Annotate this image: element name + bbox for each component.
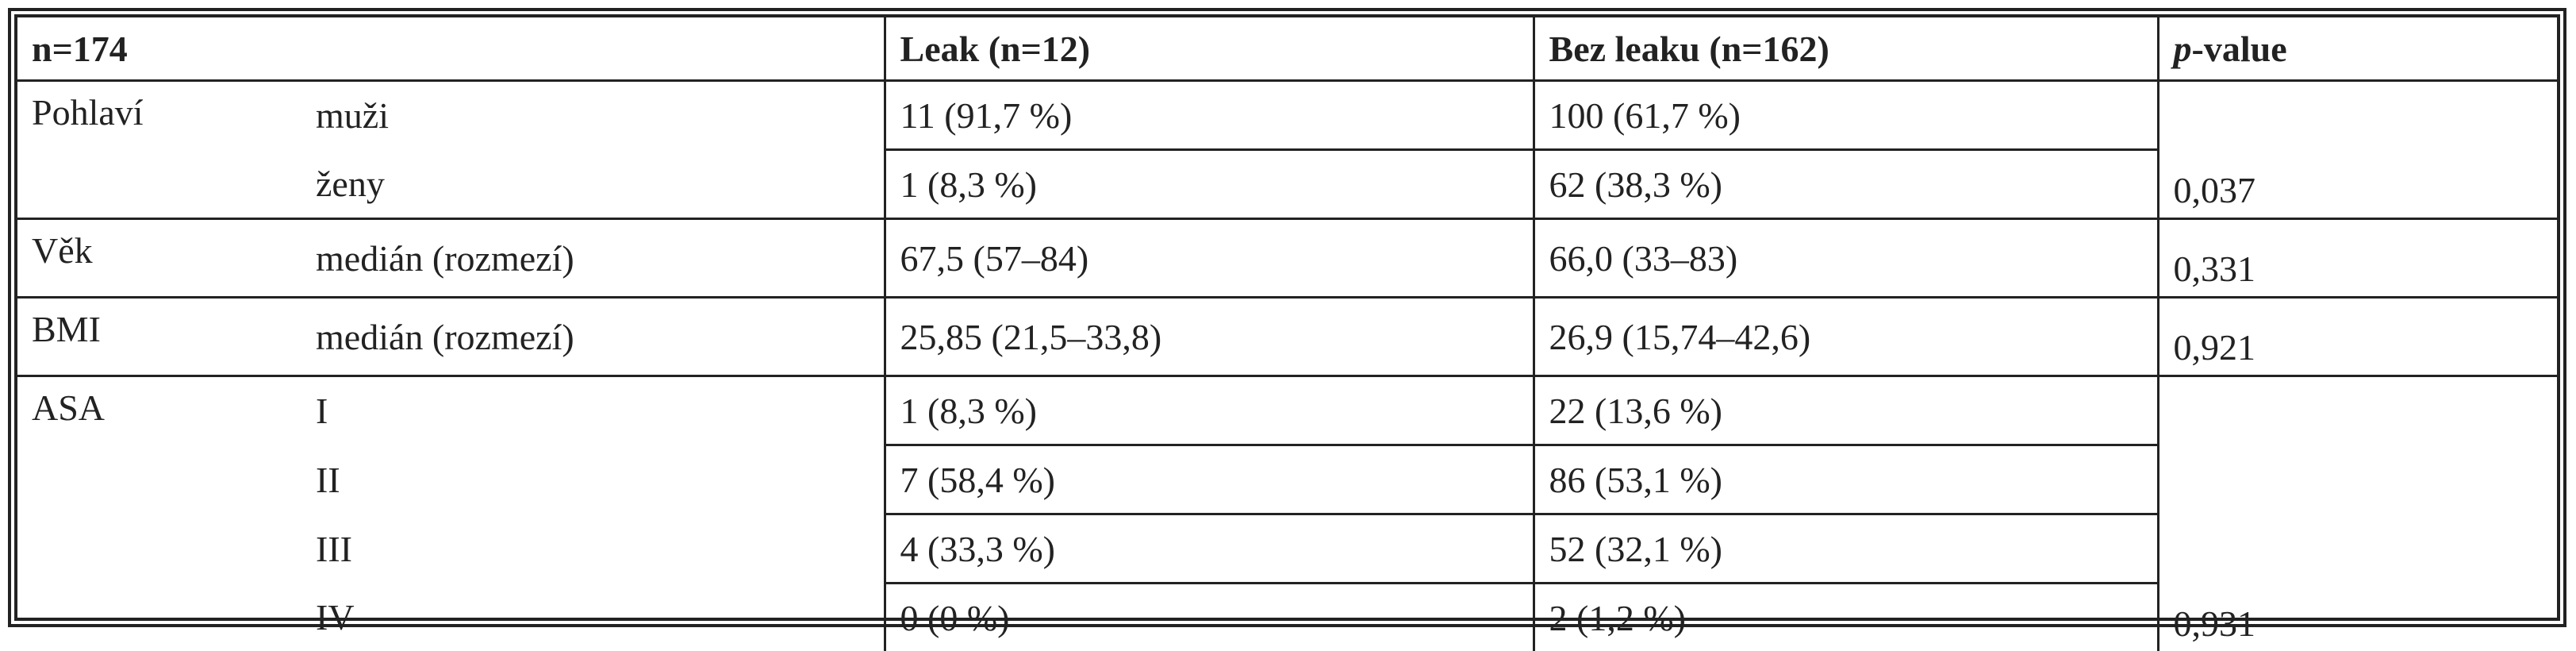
row-label: III <box>301 514 885 584</box>
cell: 25,85 (21,5–33,8) <box>885 298 1534 376</box>
cell: 7 (58,4 %) <box>885 445 1534 514</box>
cell: 2 (1,2 %) <box>1534 584 2158 651</box>
cell: 100 (61,7 %) <box>1534 81 2158 150</box>
row-label: II <box>301 445 885 514</box>
header-cell: n=174 <box>17 17 885 81</box>
page: n=174 Leak (n=12) Bez leaku (n=162) p-va… <box>0 0 2576 635</box>
group-label: Věk <box>17 219 301 298</box>
group-label: ASA <box>17 376 301 651</box>
p-value: 0,921 <box>2158 298 2557 376</box>
cell: 1 (8,3 %) <box>885 376 1534 445</box>
cell: 26,9 (15,74–42,6) <box>1534 298 2158 376</box>
row-label: I <box>301 376 885 445</box>
cell: 66,0 (33–83) <box>1534 219 2158 298</box>
row-label: IV <box>301 584 885 651</box>
cell: 4 (33,3 %) <box>885 514 1534 584</box>
group-label: Pohlaví <box>17 81 301 219</box>
header-row: n=174 Leak (n=12) Bez leaku (n=162) p-va… <box>17 17 2557 81</box>
cell: 86 (53,1 %) <box>1534 445 2158 514</box>
p-value: 0,931 <box>2158 376 2557 651</box>
cell: 0 (0 %) <box>885 584 1534 651</box>
data-table: n=174 Leak (n=12) Bez leaku (n=162) p-va… <box>17 17 2557 651</box>
group-label: BMI <box>17 298 301 376</box>
cell: 52 (32,1 %) <box>1534 514 2158 584</box>
cell: 67,5 (57–84) <box>885 219 1534 298</box>
cell: 1 (8,3 %) <box>885 150 1534 219</box>
table-frame: n=174 Leak (n=12) Bez leaku (n=162) p-va… <box>8 8 2566 627</box>
row-label: medián (rozmezí) <box>301 219 885 298</box>
row-label: medián (rozmezí) <box>301 298 885 376</box>
header-cell: p-value <box>2158 17 2557 81</box>
row-label: ženy <box>301 150 885 219</box>
cell: 62 (38,3 %) <box>1534 150 2158 219</box>
cell: 11 (91,7 %) <box>885 81 1534 150</box>
cell: 22 (13,6 %) <box>1534 376 2158 445</box>
p-value: 0,037 <box>2158 81 2557 219</box>
header-italic: p <box>2174 29 2192 69</box>
header-text: -value <box>2192 29 2287 69</box>
p-value: 0,331 <box>2158 219 2557 298</box>
row-label: muži <box>301 81 885 150</box>
header-cell: Bez leaku (n=162) <box>1534 17 2158 81</box>
header-cell: Leak (n=12) <box>885 17 1534 81</box>
